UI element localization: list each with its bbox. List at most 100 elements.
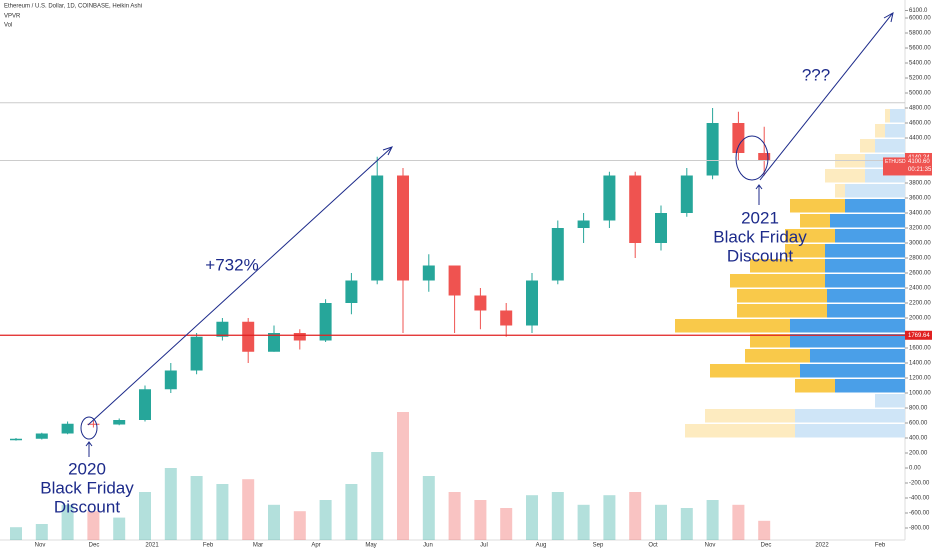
y-tick-label: 6000.00 [909, 16, 931, 22]
circle [80, 416, 98, 440]
y-tick-label: 2800.00 [909, 256, 931, 262]
profile-down [827, 289, 905, 303]
price-label-bg [905, 330, 932, 340]
x-tick-label: Jul [480, 543, 488, 549]
y-tick-label: 5800.00 [909, 31, 931, 37]
volume-bar [655, 504, 667, 540]
profile-down [885, 124, 905, 138]
candle-body [706, 123, 719, 176]
candle-body [190, 336, 203, 371]
x-tick-label: Mar [253, 543, 263, 549]
volume-bar [397, 412, 409, 540]
volume-bar [551, 492, 564, 540]
candle-body [500, 310, 513, 326]
volume-bar [87, 511, 100, 540]
profile-down [825, 259, 905, 273]
candle-body [603, 175, 616, 221]
volume-bar [500, 508, 513, 540]
last-price-label: 4100.60 [908, 159, 930, 165]
volume-bar [35, 524, 48, 540]
candle-body [242, 321, 255, 352]
candle-body [629, 175, 642, 243]
profile-down [790, 319, 905, 333]
candle-body [758, 153, 771, 161]
y-tick-label: 6100.0 [909, 8, 928, 14]
x-tick-label: Apr [311, 543, 320, 549]
profile-up [730, 274, 825, 288]
y-tick-label: 2000.00 [909, 316, 931, 322]
x-tick-label: Nov [35, 543, 46, 549]
candle-body [397, 175, 409, 281]
y-tick-label: 1400.00 [909, 361, 931, 367]
y-tick-label: -600.00 [909, 511, 930, 517]
x-tick-label: Aug [536, 543, 547, 549]
candle-body [474, 295, 487, 311]
profile-up [785, 229, 835, 243]
candle-body [448, 265, 461, 296]
volume-bar [113, 517, 126, 540]
annotation: ??? [802, 65, 830, 84]
y-tick-label: 3800.00 [909, 181, 931, 187]
volume-bar [61, 504, 74, 540]
y-tick-label: 5200.00 [909, 76, 931, 82]
candle-body [113, 420, 126, 425]
candle-body [139, 389, 151, 420]
annotation: 2021 [741, 208, 779, 227]
y-tick-label: 5400.00 [909, 61, 931, 67]
y-tick-label: -200.00 [909, 481, 930, 487]
arrow-line [87, 147, 392, 426]
candle-body [422, 265, 435, 281]
candle-body [345, 280, 358, 303]
volume-bar [216, 484, 229, 540]
support-label: 1769.64 [908, 333, 930, 339]
x-tick-label: Dec [89, 543, 100, 549]
x-tick-label: Nov [705, 543, 716, 549]
annotation: Discount [727, 246, 793, 265]
indicator: Vol [4, 23, 12, 29]
profile-down [790, 334, 905, 348]
profile-down [795, 409, 905, 423]
profile-down [845, 199, 905, 213]
profile-down [835, 379, 905, 393]
volume-bar [603, 495, 616, 540]
profile-up [750, 334, 790, 348]
x-tick-label: Feb [875, 543, 886, 549]
y-tick-label: 1000.00 [909, 391, 931, 397]
profile-up [790, 199, 845, 213]
volume-bar [526, 495, 538, 540]
y-tick-label: 1200.00 [909, 376, 931, 382]
profile-up [860, 139, 875, 153]
arrow-head [382, 146, 393, 156]
circle [735, 135, 769, 181]
chart-title: Ethereum / U.S. Dollar, 1D, COINBASE, He… [4, 4, 142, 10]
annotation: Black Friday [40, 478, 134, 497]
candle-body [371, 175, 384, 281]
y-tick-label: 800.00 [909, 406, 928, 412]
y-tick-label: 3600.00 [909, 196, 931, 202]
candle-body [680, 175, 693, 213]
profile-down [795, 424, 905, 438]
y-tick-label: 3000.00 [909, 241, 931, 247]
candle-body [293, 333, 306, 341]
countdown-label: 00:21:35 [908, 167, 932, 173]
y-tick-label: 200.00 [909, 451, 928, 457]
price-label-bg [883, 157, 932, 176]
candle-body [87, 423, 100, 425]
volume-bar [448, 492, 461, 540]
volume-bar [629, 492, 642, 540]
drawings [80, 12, 894, 457]
y-tick-label: 4600.00 [909, 121, 931, 127]
y-tick-label: 4800.00 [909, 106, 931, 112]
pointer-head [85, 441, 93, 447]
x-tick-label: 2022 [815, 543, 829, 549]
y-tick-label: 400.00 [909, 436, 928, 442]
profile-down [835, 229, 905, 243]
volume-bar [577, 504, 590, 540]
volume-bar [268, 504, 280, 540]
candle-body [35, 433, 48, 439]
y-tick-label: 600.00 [909, 421, 928, 427]
x-tick-label: Sep [593, 543, 604, 549]
y-tick-label: -400.00 [909, 496, 930, 502]
y-tick-label: 5000.00 [909, 91, 931, 97]
volume-bar [139, 492, 151, 540]
